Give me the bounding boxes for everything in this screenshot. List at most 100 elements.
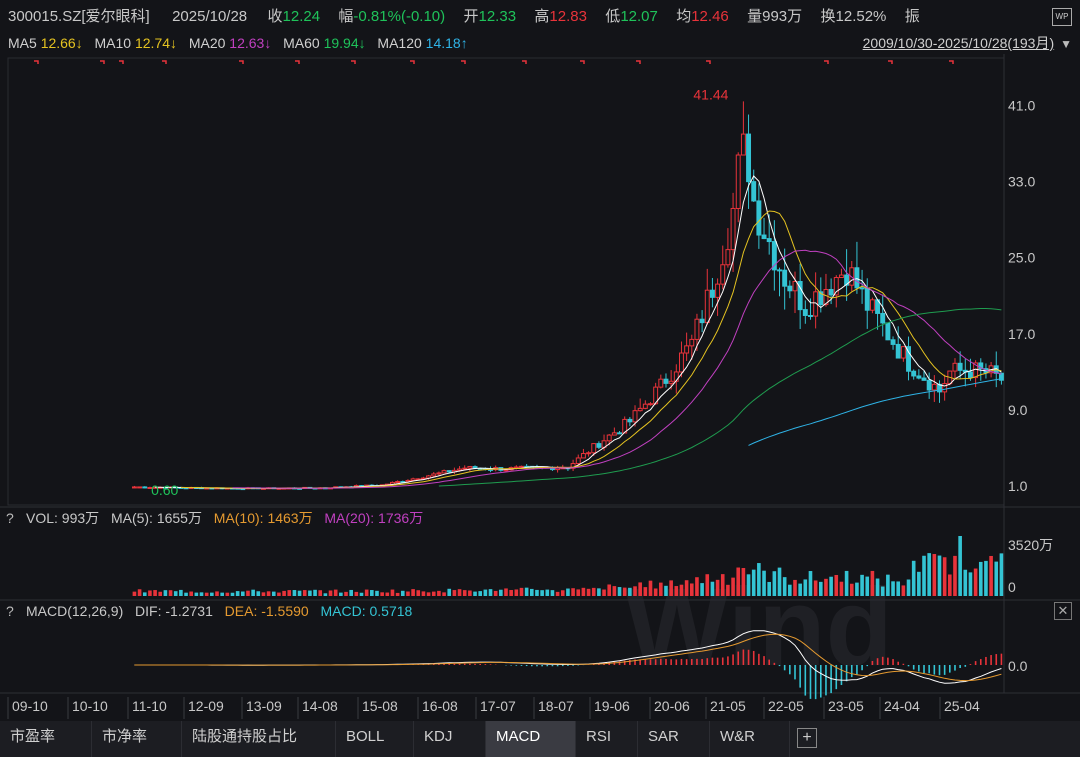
tab-pb[interactable]: 市净率 — [92, 721, 182, 757]
candle-body — [751, 181, 757, 202]
volume-bar — [447, 588, 452, 596]
candle-body — [864, 287, 870, 311]
date-tick-label: 23-05 — [828, 698, 864, 714]
volume-bar — [395, 592, 400, 596]
volume-bar — [266, 591, 271, 596]
candle-body — [431, 473, 437, 477]
dividend-marker-icon — [706, 60, 711, 64]
volume-bar — [555, 591, 560, 596]
volume-bar — [607, 584, 612, 596]
candle-body — [900, 346, 906, 359]
candle-body — [689, 338, 695, 347]
dividend-marker-icon — [461, 60, 466, 64]
volume-bar — [901, 585, 906, 596]
volume-bar — [813, 580, 818, 596]
tab-macd[interactable]: MACD — [486, 721, 576, 757]
triangle-down-icon[interactable]: ▼ — [1060, 37, 1072, 51]
candle-body — [637, 407, 643, 412]
candle-body — [147, 487, 153, 490]
candle-body — [446, 470, 452, 473]
candle-body — [580, 453, 586, 459]
stock-chart[interactable]: Wind 41.033.025.017.09.01.0 41.44 0.60 3… — [0, 0, 1080, 721]
tab-northbound[interactable]: 陆股通持股占比 — [182, 721, 336, 757]
macd-value-label: MACD: 0.5718 — [320, 603, 413, 619]
avg-value: 12.46 — [691, 8, 729, 25]
volume-bar — [462, 590, 467, 596]
tab-kdj[interactable]: KDJ — [414, 721, 486, 757]
candle-body — [503, 469, 509, 472]
date-range-text[interactable]: 2009/10/30-2025/10/28(193月) — [862, 35, 1055, 51]
amplitude-label: 振 — [904, 8, 920, 25]
candle-body — [410, 478, 416, 481]
date-tick-label: 24-04 — [884, 698, 920, 714]
plus-icon[interactable]: + — [797, 728, 817, 748]
high-value: 12.83 — [549, 8, 587, 25]
ma10-line — [180, 210, 1002, 489]
date-range-selector[interactable]: 2009/10/30-2025/10/28(193月) ▼ — [863, 32, 1072, 55]
date-tick-label: 18-07 — [538, 698, 574, 714]
question-icon[interactable]: ? — [6, 510, 14, 526]
volume-bar — [339, 592, 343, 596]
volume-bar — [509, 590, 513, 596]
volume-bar — [628, 587, 632, 596]
candle-body — [513, 466, 519, 469]
wp-icon[interactable]: WP — [1052, 8, 1072, 26]
close-icon[interactable]: ✕ — [1054, 602, 1072, 620]
volume-bar — [545, 589, 550, 596]
candle-body — [627, 418, 633, 423]
candle-body — [746, 133, 752, 183]
tab-pe[interactable]: 市盈率 — [0, 721, 92, 757]
tab-wr[interactable]: W&R — [710, 721, 790, 757]
volume-bar — [153, 590, 157, 596]
volume-bar — [282, 590, 286, 596]
volume-bar — [535, 589, 539, 596]
volume-bar — [478, 591, 483, 596]
volume-bar — [277, 592, 281, 596]
volume-bar — [235, 591, 240, 596]
low-value: 12.07 — [620, 8, 658, 25]
volume-bar — [173, 591, 178, 596]
moving-average-lines — [155, 175, 1002, 489]
candle-body — [632, 410, 638, 423]
volume-bar — [803, 579, 808, 596]
date-tick-label: 19-06 — [594, 698, 630, 714]
tab-rsi[interactable]: RSI — [576, 721, 638, 757]
ma120-value: 14.18↑ — [425, 35, 468, 51]
turnover-value: 12.52% — [835, 8, 887, 25]
candle-body — [942, 383, 948, 393]
volume-bar — [772, 571, 777, 596]
candle-body — [931, 383, 937, 391]
volume-bar — [731, 577, 735, 596]
tab-sar[interactable]: SAR — [638, 721, 710, 757]
volume-bar — [973, 568, 978, 596]
candle-body — [808, 314, 813, 317]
volume-bar — [984, 560, 988, 596]
candle-body — [777, 269, 782, 272]
volume-bar — [958, 536, 962, 596]
volume-bar — [241, 591, 245, 596]
volume-bar — [922, 555, 926, 596]
volume-bar — [328, 590, 333, 596]
date-tick-label: 21-05 — [710, 698, 746, 714]
tab-boll[interactable]: BOLL — [336, 721, 414, 757]
dividend-marker-icon — [119, 60, 124, 64]
volume-bar — [287, 590, 292, 596]
candle-body — [833, 277, 839, 296]
volume-bar — [442, 592, 446, 596]
volume-bar — [225, 592, 230, 596]
volume-bar — [416, 590, 421, 596]
date-axis: 09-10 10-10 11-10 12-09 13-09 14-08 15-08 16-08… — [7, 697, 980, 719]
volume-bar — [256, 591, 261, 596]
volume-bar — [710, 581, 715, 596]
candle-body — [854, 267, 860, 289]
candle-body — [880, 312, 886, 324]
date-tick-label: 12-09 — [188, 698, 224, 714]
volume-bar — [540, 590, 544, 596]
volume-bar — [437, 590, 441, 596]
dea-line — [134, 633, 1002, 682]
candle-body — [844, 274, 850, 286]
date-tick-label: 17-07 — [480, 698, 516, 714]
question-icon[interactable]: ? — [6, 603, 14, 619]
candle-body — [591, 443, 597, 454]
candle-body — [658, 378, 664, 388]
